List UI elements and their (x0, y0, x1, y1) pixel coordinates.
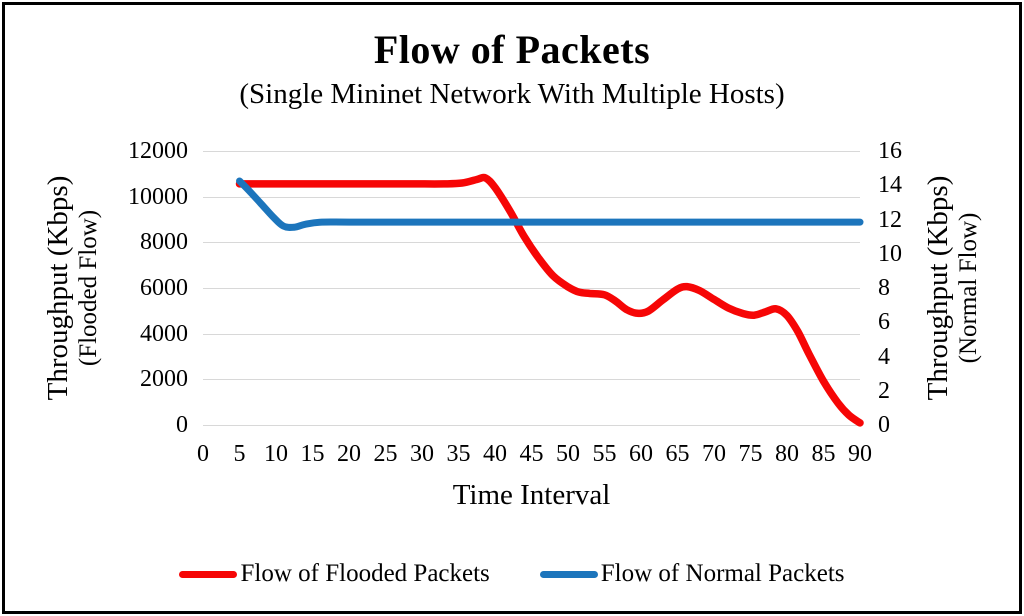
ytick-left-12000: 12000 (128, 138, 188, 164)
xtick-40: 40 (483, 441, 507, 467)
right-axis-title-sub: (Normal Flow) (954, 212, 982, 364)
left-axis-title-main: Throughput (Kbps) (41, 175, 74, 401)
ytick-left-8000: 8000 (140, 229, 188, 256)
xtick-0: 0 (197, 441, 209, 467)
xtick-15: 15 (300, 441, 325, 467)
legend: Flow of Flooded Packets Flow of Normal Pa… (0, 560, 1024, 588)
gridline-12000 (203, 151, 860, 152)
chart-subtitle: (Single Mininet Network With Multiple Ho… (239, 78, 785, 110)
xtick-20: 20 (337, 441, 361, 467)
ytick-right-6: 6 (878, 309, 890, 336)
plot-area (203, 151, 864, 427)
xtick-80: 80 (775, 441, 799, 467)
ytick-right-0: 0 (878, 412, 890, 438)
gridline-2000 (203, 379, 860, 381)
ytick-right-12: 12 (878, 206, 902, 233)
legend-label-1: Flow of Normal Packets (600, 560, 845, 587)
ytick-right-2: 2 (878, 377, 890, 404)
ytick-right-8: 8 (878, 275, 890, 301)
xtick-60: 60 (629, 441, 653, 467)
xtick-35: 35 (446, 441, 471, 467)
ytick-right-14: 14 (878, 172, 902, 199)
legend-label-0: Flow of Flooded Packets (240, 560, 490, 587)
xtick-30: 30 (410, 441, 434, 467)
xtick-45: 45 (519, 441, 544, 467)
legend-item-0: Flow of Flooded Packets (179, 560, 490, 588)
legend-line-swatch-0 (179, 570, 238, 578)
ytick-right-16: 16 (878, 138, 902, 164)
ytick-left-4000: 4000 (140, 320, 188, 347)
chart-title: Flow of Packets (373, 27, 651, 72)
ytick-right-4: 4 (878, 343, 890, 370)
xtick-25: 25 (373, 441, 398, 467)
gridline-10000 (203, 196, 860, 198)
ytick-left-2000: 2000 (140, 366, 188, 393)
series-line-right (236, 177, 864, 231)
ytick-left-10000: 10000 (128, 183, 188, 210)
gridline-0 (203, 425, 860, 426)
xtick-10: 10 (264, 441, 288, 467)
xtick-90: 90 (848, 441, 872, 467)
series-line-left (235, 173, 864, 427)
x-axis-title: Time Interval (452, 479, 611, 511)
legend-item-1: Flow of Normal Packets (539, 560, 845, 588)
xtick-85: 85 (811, 441, 836, 467)
xtick-50: 50 (556, 441, 580, 467)
xtick-70: 70 (702, 441, 726, 467)
ytick-left-6000: 6000 (140, 275, 188, 301)
ytick-left-0: 0 (176, 412, 188, 438)
legend-line-swatch-1 (539, 570, 598, 578)
gridline-6000 (203, 288, 860, 289)
xtick-75: 75 (738, 441, 763, 467)
gridline-4000 (203, 333, 860, 335)
line-series-canvas (235, 173, 864, 427)
xtick-65: 65 (665, 441, 690, 467)
xtick-5: 5 (233, 441, 246, 467)
xtick-55: 55 (592, 441, 617, 467)
ytick-right-10: 10 (878, 240, 902, 267)
